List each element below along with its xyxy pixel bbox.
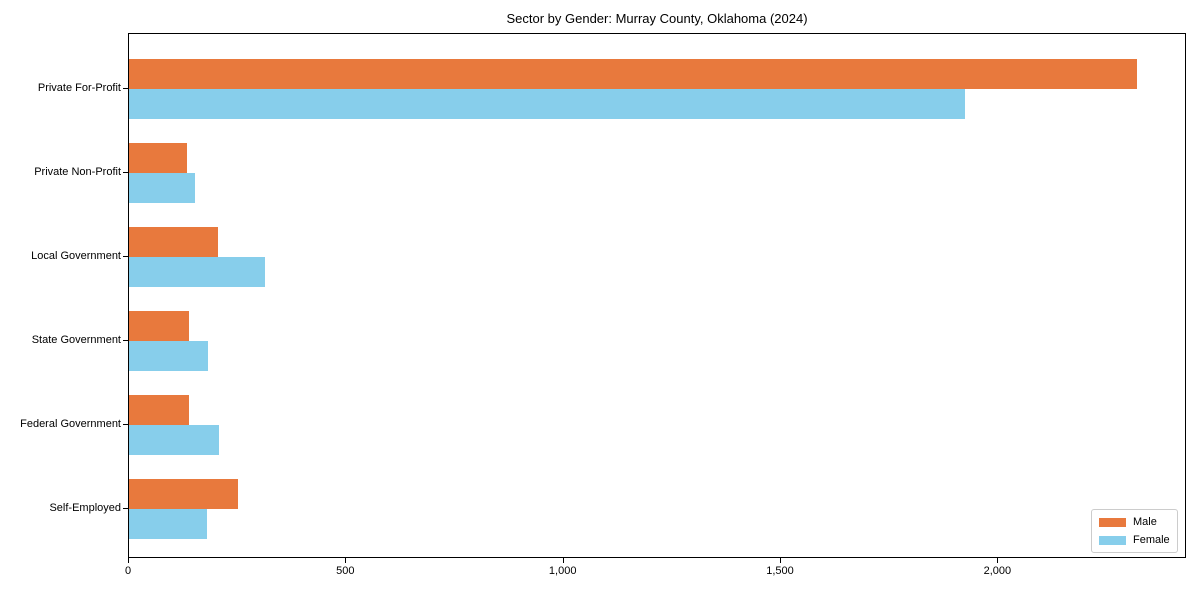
ytick-label-self-employed: Self-Employed [49, 502, 121, 514]
legend-item-male: Male [1099, 516, 1169, 528]
bar-male-federal-government [129, 395, 190, 425]
xtick-label-1000: 1,000 [548, 565, 577, 577]
ytick-mark [123, 508, 128, 509]
xtick-label-1500: 1,500 [766, 565, 794, 577]
xtick-mark [562, 558, 564, 563]
ytick-label-local-government: Local Government [31, 250, 121, 262]
bar-female-private-non-profit [129, 173, 195, 203]
bar-female-private-for-profit [129, 89, 965, 119]
bar-male-state-government [129, 311, 189, 341]
ytick-label-state-government: State Government [31, 334, 121, 346]
bar-male-private-non-profit [129, 143, 188, 173]
ytick-mark [123, 424, 128, 425]
male-color-swatch [1099, 517, 1126, 527]
ytick-label-private-non-profit: Private Non-Profit [34, 166, 121, 178]
bar-male-local-government [129, 227, 219, 257]
xtick-label-0: 0 [124, 565, 132, 577]
plot-area [128, 33, 1186, 558]
ytick-mark [123, 172, 128, 173]
chart-title: Sector by Gender: Murray County, Oklahom… [506, 11, 808, 26]
xtick-mark [997, 558, 999, 563]
bar-female-state-government [129, 341, 209, 371]
female-color-swatch [1099, 535, 1126, 545]
xtick-mark [345, 558, 347, 563]
xtick-label-500: 500 [336, 565, 355, 577]
legend-label-male: Male [1133, 516, 1157, 528]
ytick-mark [123, 340, 128, 341]
bar-female-local-government [129, 257, 265, 287]
xtick-label-2000: 2,000 [983, 565, 1012, 577]
ytick-mark [123, 88, 128, 89]
ytick-label-federal-government: Federal Government [20, 418, 121, 430]
legend: Male Female [1091, 509, 1178, 553]
bar-female-federal-government [129, 425, 220, 455]
xtick-mark [780, 558, 781, 563]
legend-item-female: Female [1099, 534, 1170, 546]
xtick-mark [128, 558, 129, 563]
bar-male-private-for-profit [129, 59, 1137, 89]
bar-male-self-employed [129, 479, 239, 509]
legend-label-female: Female [1133, 534, 1170, 546]
bar-female-self-employed [129, 509, 208, 539]
ytick-label-private-for-profit: Private For-Profit [37, 82, 121, 94]
ytick-mark [123, 256, 128, 257]
